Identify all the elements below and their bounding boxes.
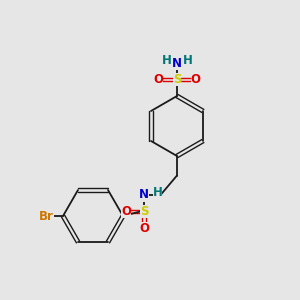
Text: H: H — [183, 54, 192, 68]
Text: N: N — [172, 57, 182, 70]
Text: O: O — [139, 221, 149, 235]
Text: H: H — [153, 186, 162, 199]
Text: O: O — [190, 73, 201, 86]
Text: Br: Br — [39, 209, 54, 223]
Text: S: S — [173, 73, 181, 86]
Text: O: O — [121, 205, 131, 218]
Text: S: S — [140, 205, 148, 218]
Text: O: O — [153, 73, 164, 86]
Text: H: H — [162, 54, 171, 68]
Text: N: N — [139, 188, 149, 202]
